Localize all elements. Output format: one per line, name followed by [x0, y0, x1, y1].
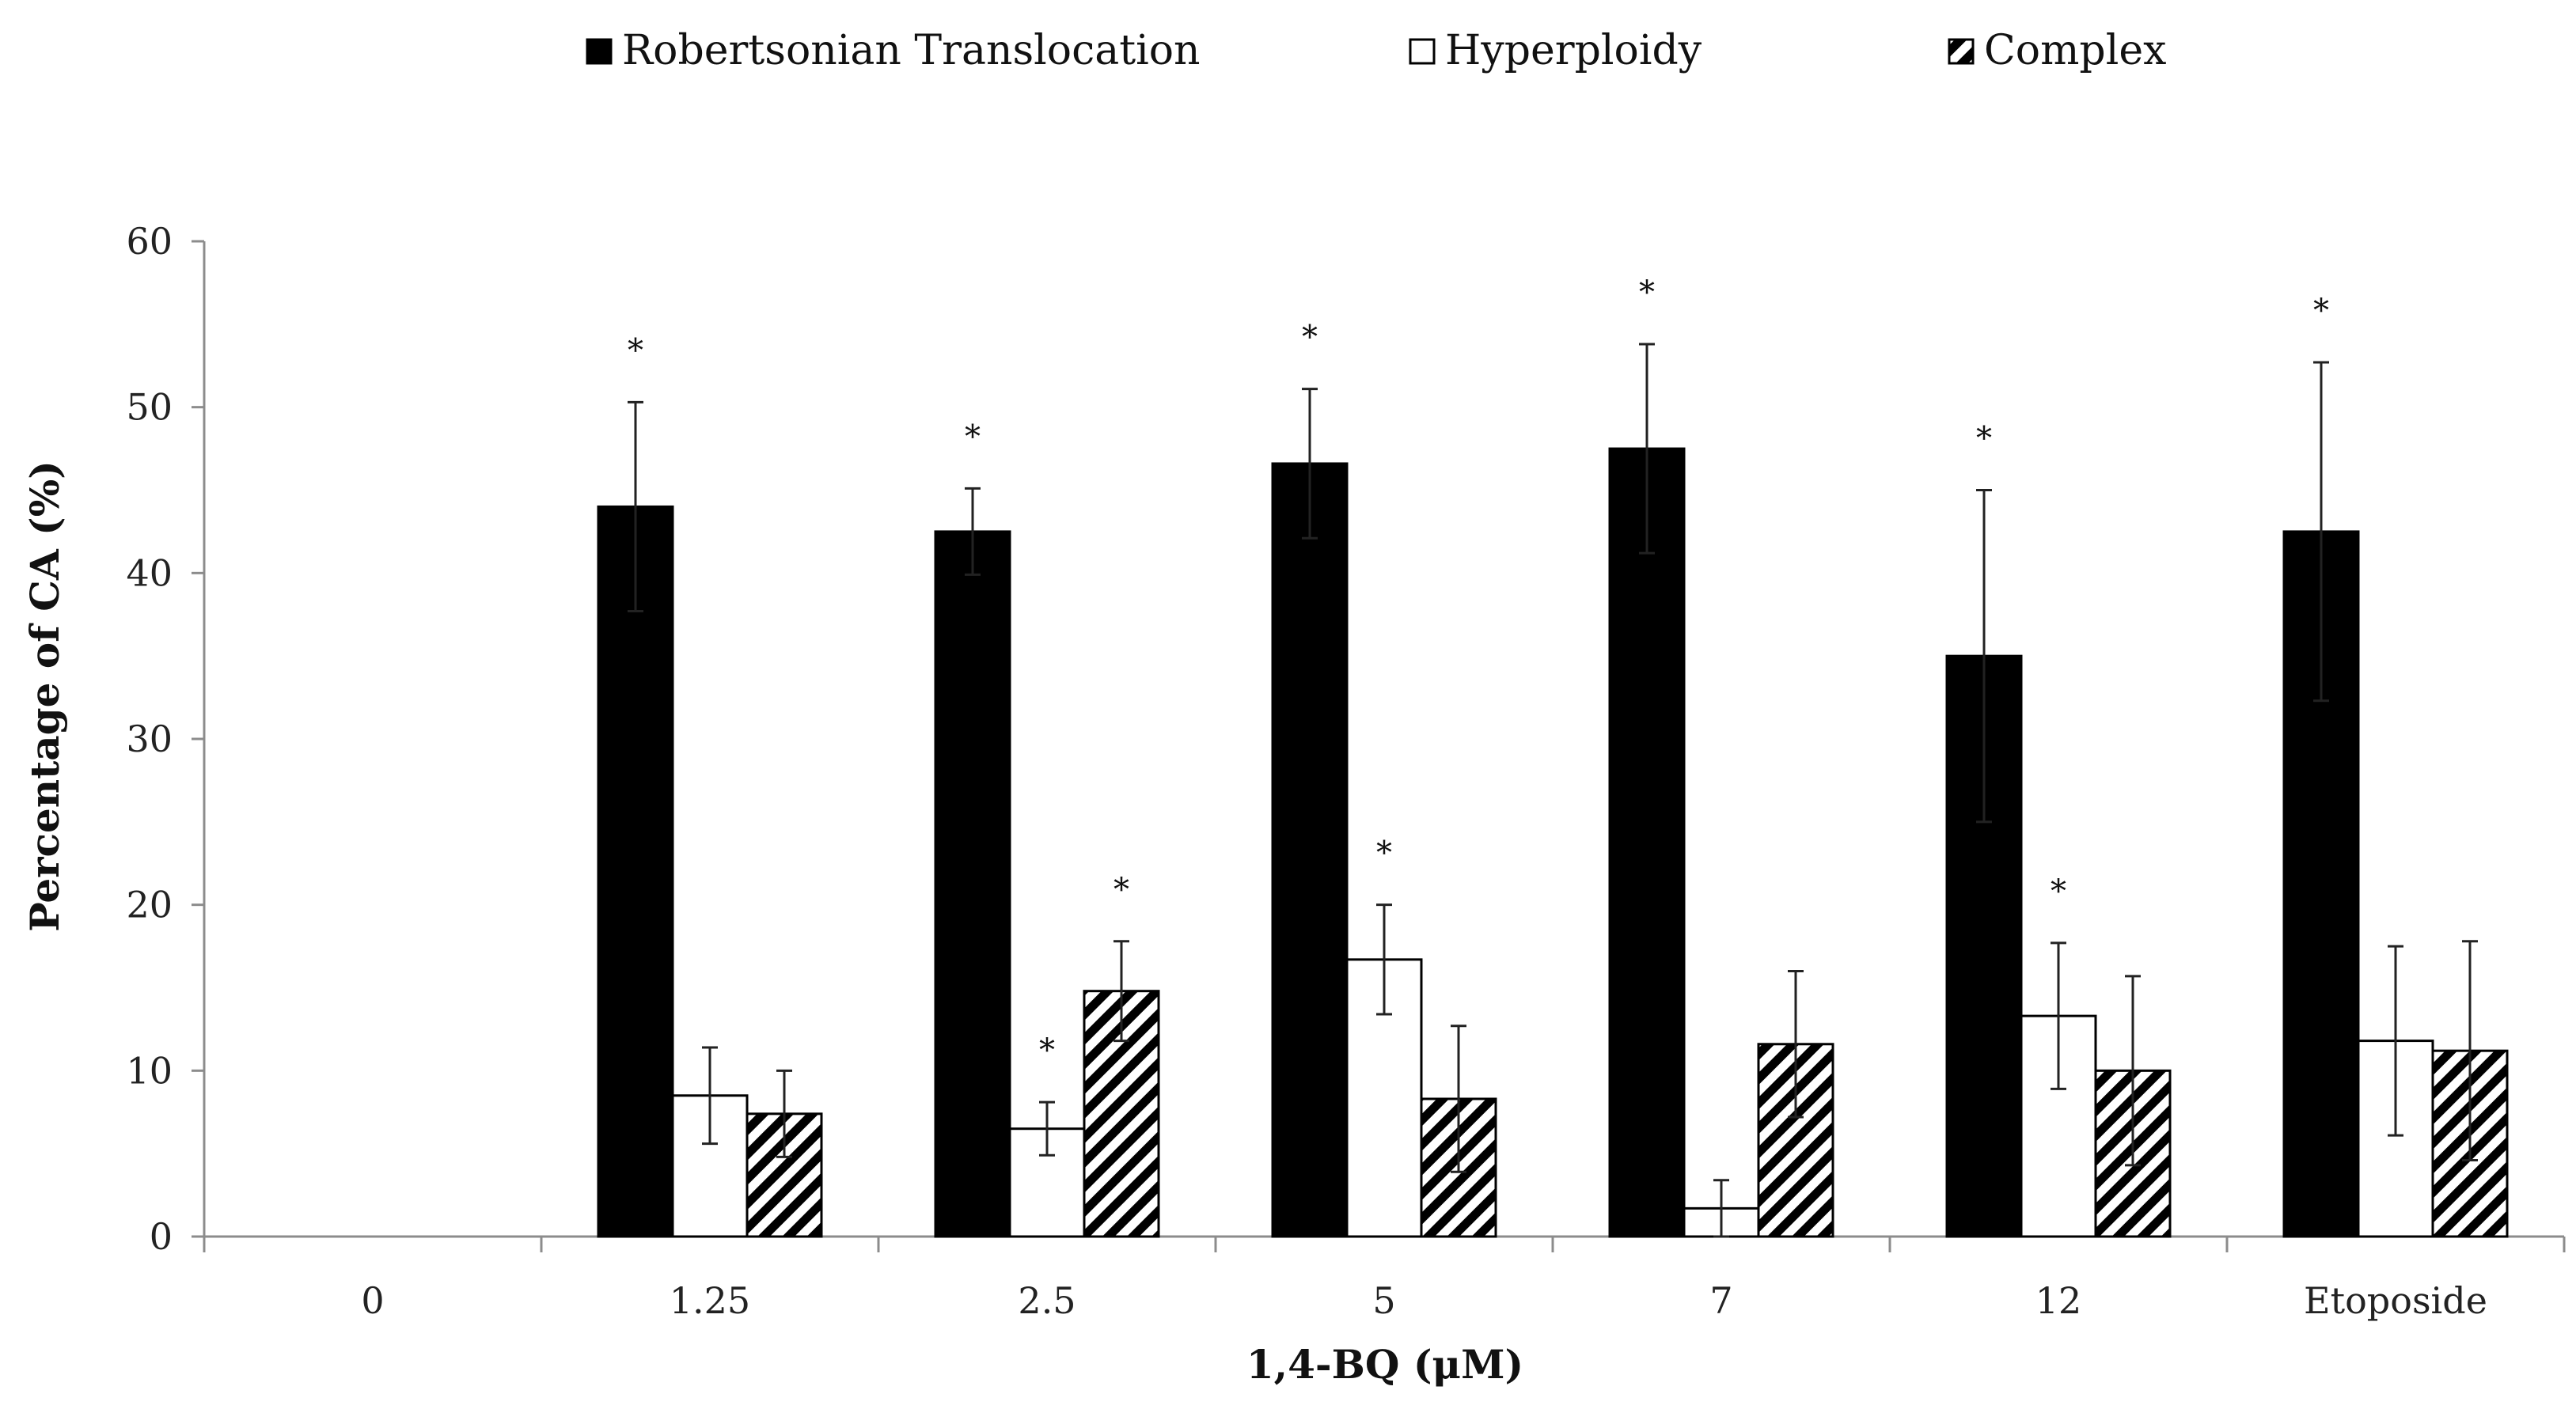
- error-bar: [1639, 343, 1655, 555]
- error-bar: [2462, 940, 2478, 1162]
- error-bar: [1451, 1025, 1466, 1173]
- legend-item: Complex: [1948, 27, 2166, 74]
- significance-marker: *: [1039, 1032, 1055, 1069]
- error-bar: [2051, 941, 2066, 1090]
- error-bar: [2125, 975, 2141, 1167]
- error-bar: [1976, 489, 1992, 824]
- bar-robertsonian-translocation: [1608, 447, 1686, 1238]
- error-bar: [1302, 388, 1318, 540]
- significance-marker: *: [2313, 293, 2329, 329]
- error-bar: [965, 487, 981, 576]
- significance-marker: *: [2051, 873, 2066, 910]
- legend: Robertsonian Translocation Hyperploidy Com…: [586, 27, 2166, 74]
- significance-marker: *: [1376, 835, 1392, 872]
- significance-marker: *: [1976, 421, 1992, 457]
- legend-item: Hyperploidy: [1409, 27, 1702, 74]
- y-tick-label: 20: [126, 884, 173, 926]
- error-bar: [1376, 903, 1392, 1016]
- error-bar: [2388, 945, 2403, 1137]
- significance-marker: *: [628, 332, 643, 369]
- error-bar: [776, 1069, 792, 1158]
- x-tick-label: 12: [2035, 1279, 2082, 1322]
- error-bar: [702, 1046, 718, 1146]
- y-tick-label: 40: [126, 551, 173, 594]
- plot-area: * * * * * * * * * *: [597, 275, 2509, 1238]
- y-axis: 0 10 20 30 40 50 60: [126, 220, 204, 1258]
- significance-marker: *: [1302, 320, 1318, 356]
- significance-marker: *: [965, 419, 981, 455]
- error-bar: [628, 400, 643, 613]
- legend-swatch: [1948, 38, 1975, 65]
- error-bar: [1039, 1100, 1055, 1157]
- x-tick-label: 2.5: [1018, 1279, 1076, 1322]
- legend-label: Complex: [1984, 27, 2166, 74]
- y-tick-label: 60: [126, 220, 173, 263]
- x-tick-label: Etoposide: [2304, 1279, 2487, 1322]
- bar-robertsonian-translocation: [934, 530, 1011, 1238]
- error-bar: [1113, 940, 1129, 1043]
- error-bar: [1788, 970, 1804, 1119]
- legend-swatch: [586, 38, 613, 65]
- significance-marker: *: [1113, 872, 1129, 908]
- error-bar: [1713, 1179, 1729, 1238]
- x-tick-label: 5: [1372, 1279, 1395, 1322]
- x-axis-title: 1,4-BQ (μM): [1246, 1341, 1523, 1388]
- y-tick-label: 50: [126, 386, 173, 429]
- significance-marker: *: [1639, 275, 1655, 311]
- y-tick-label: 0: [150, 1215, 173, 1258]
- x-tick-label: 7: [1709, 1279, 1732, 1322]
- error-bar: [2313, 361, 2329, 703]
- x-tick-label: 1.25: [670, 1279, 750, 1322]
- x-tick-label: 0: [361, 1279, 384, 1322]
- x-axis: 0 1.25 2.5 5 7 12 Etoposide: [203, 1237, 2566, 1322]
- legend-item: Robertsonian Translocation: [586, 27, 1201, 74]
- legend-swatch: [1409, 38, 1436, 65]
- legend-label: Hyperploidy: [1445, 27, 1702, 74]
- y-tick-label: 30: [126, 718, 173, 760]
- y-tick-label: 10: [126, 1049, 173, 1092]
- bar-robertsonian-translocation: [1271, 462, 1349, 1238]
- y-axis-title: Percentage of CA (%): [21, 460, 68, 932]
- legend-label: Robertsonian Translocation: [622, 27, 1201, 74]
- bar-robertsonian-translocation: [597, 505, 674, 1238]
